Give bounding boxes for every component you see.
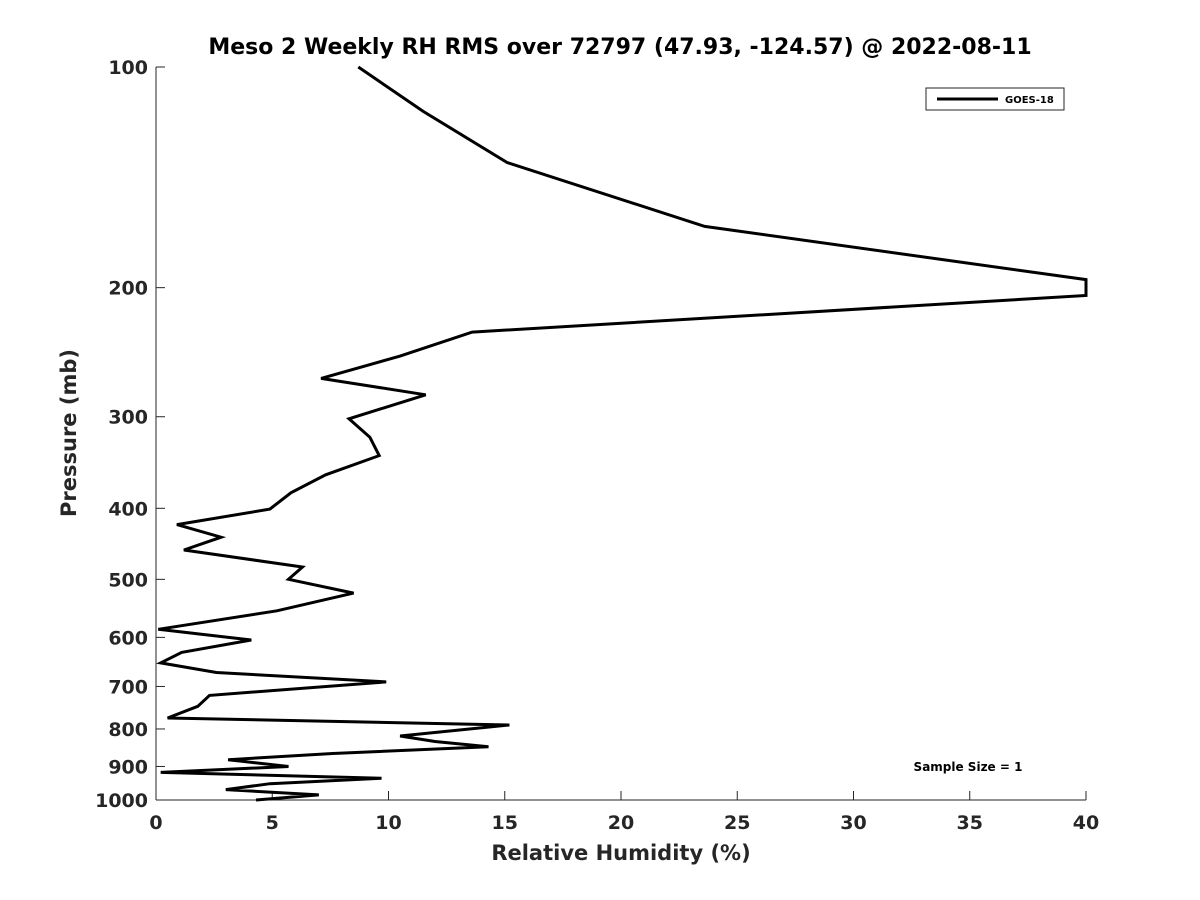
x-ticks: 0 5 10 15 20 25 30 35 40	[149, 791, 1099, 834]
sample-size-annotation: Sample Size = 1	[914, 760, 1023, 774]
y-tick-label: 1000	[95, 790, 148, 812]
x-tick-label: 40	[1073, 812, 1099, 834]
y-axis-label: Pressure (mb)	[57, 349, 81, 517]
x-axis-label: Relative Humidity (%)	[491, 841, 750, 865]
y-tick-label: 200	[108, 278, 148, 300]
y-tick-label: 900	[108, 756, 148, 778]
legend: GOES-18	[925, 87, 1065, 111]
x-tick-label: 5	[266, 812, 279, 834]
chart-title: Meso 2 Weekly RH RMS over 72797 (47.93, …	[208, 35, 1031, 60]
x-tick-label: 15	[492, 812, 518, 834]
y-tick-label: 500	[108, 569, 148, 591]
y-tick-label: 100	[108, 57, 148, 79]
x-tick-label: 10	[375, 812, 401, 834]
legend-label-goes-18: GOES-18	[1005, 95, 1054, 106]
y-tick-label: 700	[108, 676, 148, 698]
x-tick-label: 35	[957, 812, 983, 834]
y-ticks: 100 200 300 400 500 600 700 800 900 1000	[95, 57, 165, 812]
y-tick-label: 300	[108, 407, 148, 429]
x-tick-label: 20	[608, 812, 634, 834]
series-line-0	[155, 65, 1088, 802]
y-tick-label: 600	[108, 627, 148, 649]
x-tick-label: 25	[724, 812, 750, 834]
x-tick-label: 30	[840, 812, 866, 834]
series-group	[155, 65, 1088, 802]
y-tick-label: 400	[108, 498, 148, 520]
y-tick-label: 800	[108, 719, 148, 741]
x-tick-label: 0	[149, 812, 162, 834]
